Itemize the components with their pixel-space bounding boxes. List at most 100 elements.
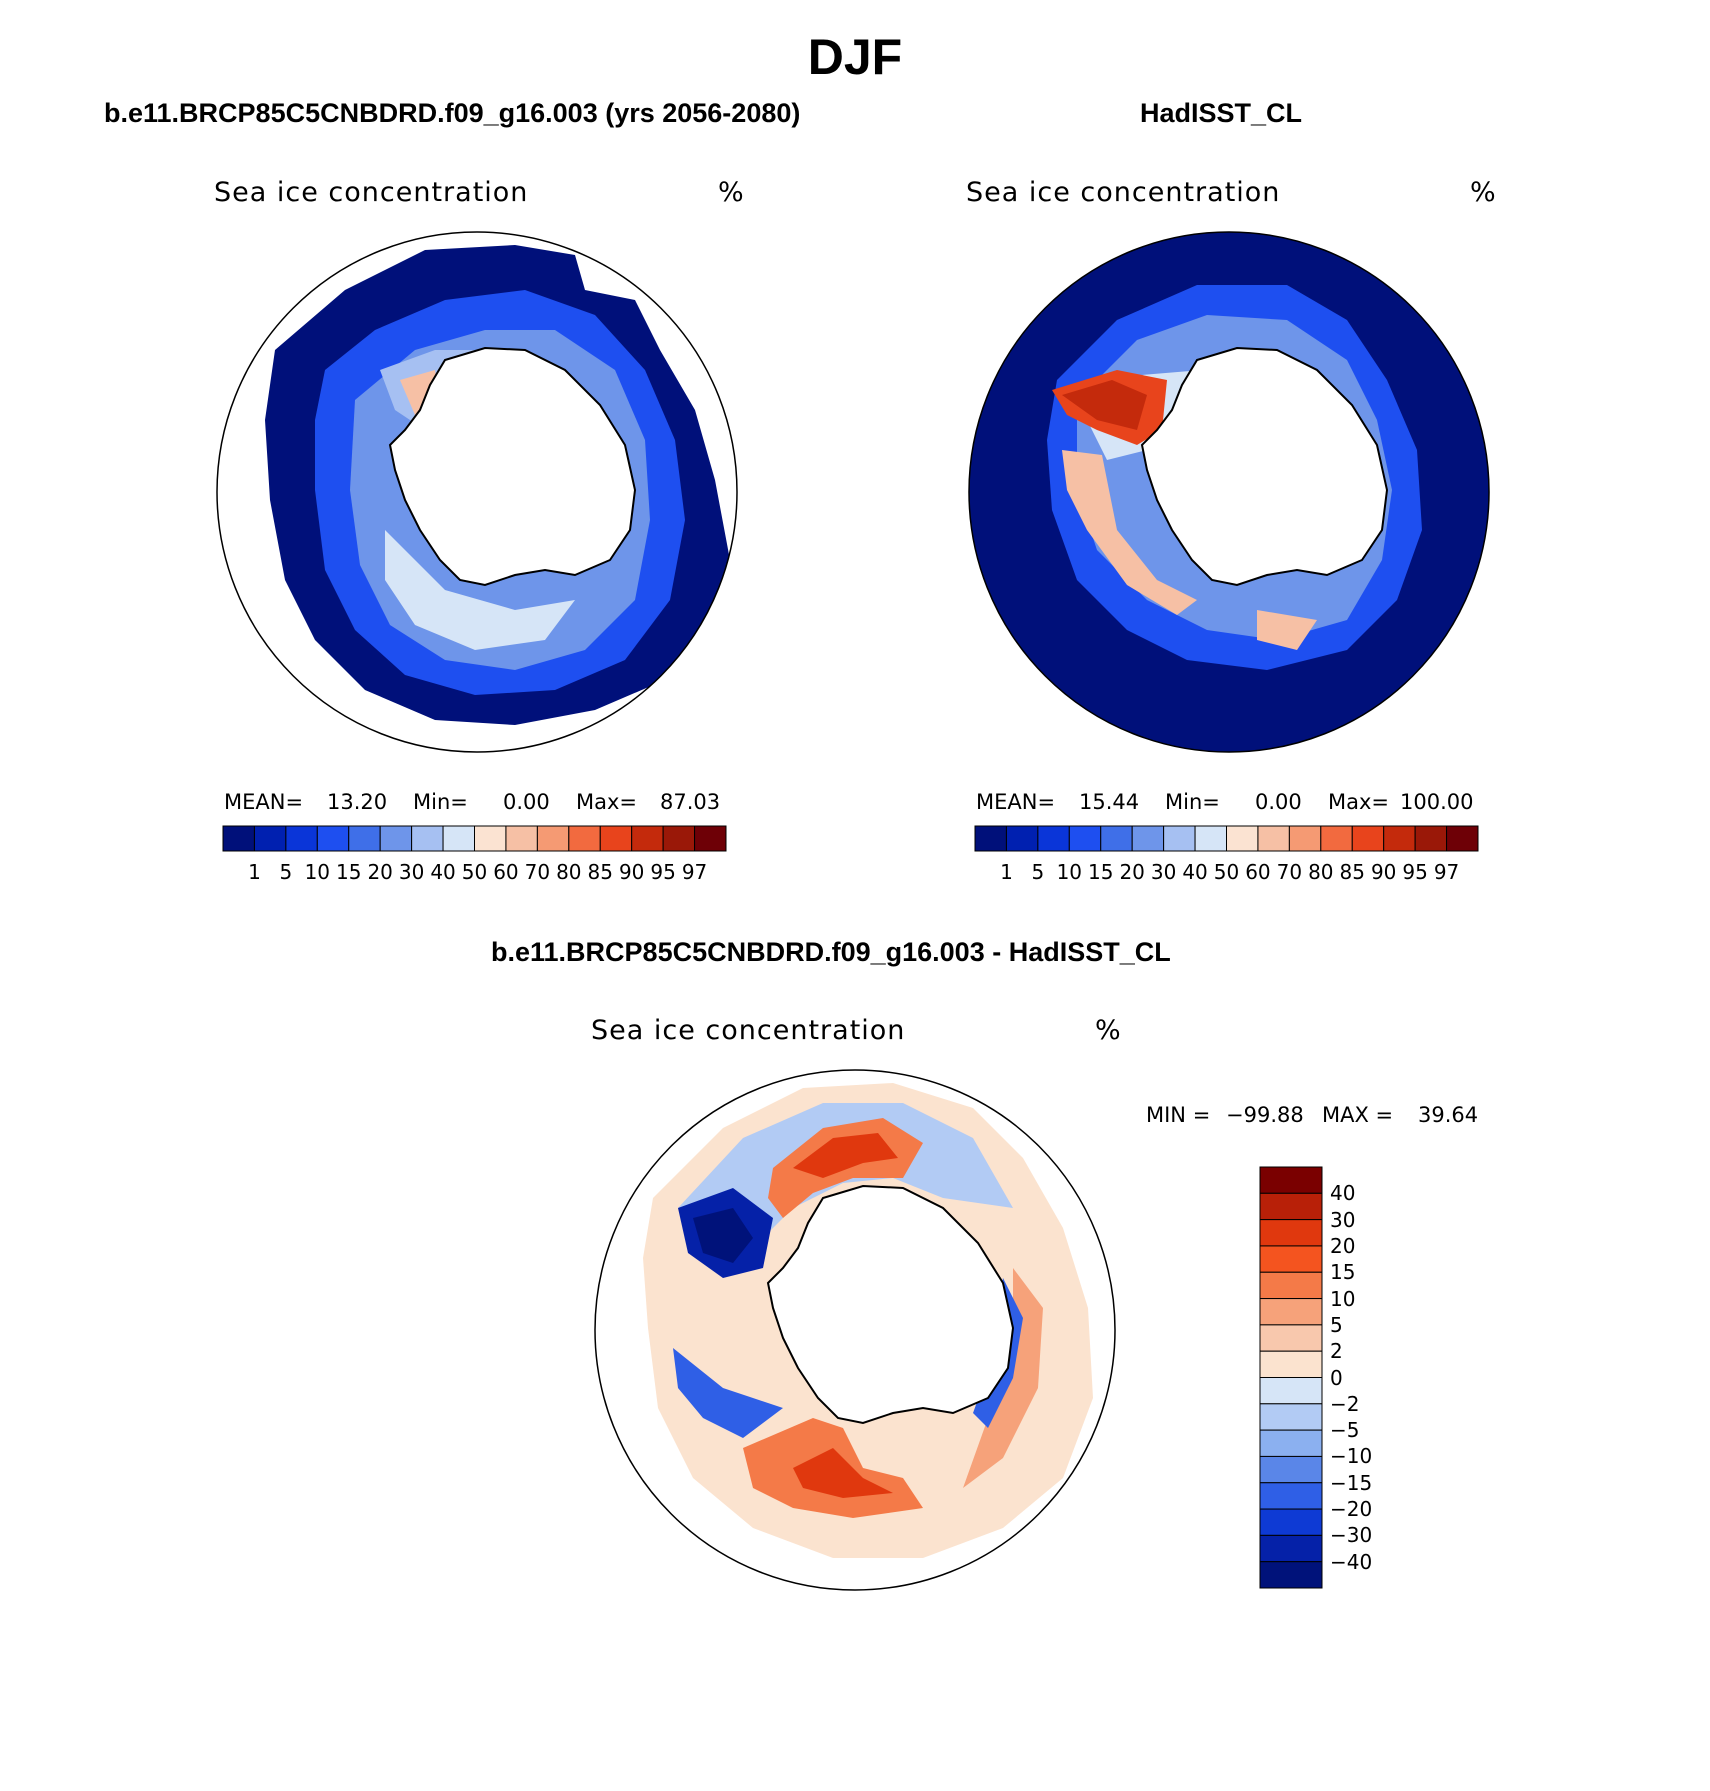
model-colorbar-swatch [285, 825, 318, 852]
diff-colorbar-tick-label: −10 [1330, 1444, 1373, 1469]
diff-colorbar-swatch [1259, 1377, 1323, 1405]
obs-colorbar-swatch [974, 825, 1007, 852]
model-colorbar-tick-label: 15 [336, 860, 362, 884]
obs-antarctica [1140, 346, 1389, 587]
obs-colorbar-swatch [1226, 825, 1259, 852]
diff-colorbar-tick-label: 10 [1330, 1286, 1356, 1311]
diff-colorbar-swatch [1259, 1298, 1323, 1326]
diff-colorbar-tick-label: 20 [1330, 1233, 1356, 1258]
model-colorbar-swatch [222, 825, 255, 852]
obs-colorbar-tick-label: 1 [1000, 860, 1013, 884]
model-units-label: % [718, 177, 745, 208]
obs-colorbar-tick-label: 40 [1182, 860, 1208, 884]
obs-colorbar-tick-label: 10 [1056, 860, 1083, 884]
model-colorbar-swatch [631, 825, 664, 852]
diff-colorbar-tick-label: −40 [1330, 1549, 1373, 1574]
diff-colorbar-tick-label: 2 [1330, 1339, 1343, 1364]
model-colorbar-swatch [474, 825, 507, 852]
model-colorbar-swatch [599, 825, 633, 852]
diff-colorbar-swatch [1259, 1561, 1323, 1589]
obs-colorbar-tick-label: 70 [1276, 860, 1303, 884]
diff-colorbar [1259, 1166, 1323, 1589]
model-colorbar-swatch [411, 825, 444, 852]
model-colorbar-ticks: 1 5 10 15 20 30 40 50 60 70 80 85 90 95 97 [223, 860, 726, 890]
diff-colorbar-swatch [1259, 1429, 1323, 1457]
obs-min-label: Min= [1165, 790, 1220, 814]
model-panel-heading: b.e11.BRCP85C5CNBDRD.f09_g16.003 (yrs 20… [104, 98, 801, 128]
model-colorbar-tick-label: 50 [461, 860, 488, 884]
diff-colorbar-tick-label: −30 [1330, 1523, 1373, 1548]
diff-colorbar-tick-label: −20 [1330, 1497, 1373, 1522]
model-colorbar-tick-label: 97 [681, 860, 708, 884]
model-colorbar-tick-label: 95 [650, 860, 676, 884]
obs-colorbar-swatch [1351, 825, 1385, 852]
diff-min-label: MIN = [1146, 1103, 1211, 1127]
model-colorbar [222, 825, 727, 852]
model-min-value: 0.00 [503, 790, 550, 814]
model-colorbar-swatch [694, 825, 727, 852]
obs-variable-label: Sea ice concentration [966, 177, 1281, 208]
diff-colorbar-swatch [1259, 1271, 1323, 1300]
diff-colorbar-tick-label: −5 [1330, 1418, 1360, 1443]
diff-colorbar-swatch [1259, 1482, 1323, 1510]
diff-colorbar-tick-label: 40 [1330, 1181, 1356, 1206]
obs-colorbar-swatch [1446, 825, 1479, 852]
model-min-label: Min= [413, 790, 468, 814]
model-colorbar-tick-label: 20 [367, 860, 393, 884]
model-colorbar-swatch [348, 825, 381, 852]
model-colorbar-swatch [442, 825, 475, 852]
diff-panel-heading: b.e11.BRCP85C5CNBDRD.f09_g16.003 - HadIS… [491, 937, 1171, 967]
obs-colorbar-tick-label: 30 [1150, 860, 1177, 884]
obs-colorbar-swatch [1383, 825, 1416, 852]
model-max-label: Max= [576, 790, 638, 814]
model-colorbar-swatch [505, 825, 538, 852]
model-colorbar-swatch [662, 825, 696, 852]
diff-max-label: MAX = [1322, 1103, 1394, 1127]
diff-colorbar-tick-label: 5 [1330, 1312, 1343, 1337]
diff-polar-map [594, 1069, 1116, 1591]
diff-colorbar-tick-label: 0 [1330, 1365, 1343, 1390]
obs-colorbar-swatch [1320, 825, 1353, 852]
diff-colorbar-swatch [1259, 1324, 1323, 1352]
diff-antarctica [766, 1184, 1015, 1425]
model-colorbar-tick-label: 10 [304, 860, 331, 884]
model-mean-label: MEAN= [224, 790, 304, 814]
diff-colorbar-swatch [1259, 1219, 1323, 1247]
model-antarctica [388, 346, 637, 587]
model-colorbar-swatch [379, 825, 413, 852]
model-colorbar-tick-label: 80 [556, 860, 582, 884]
obs-mean-value: 15.44 [1079, 790, 1140, 814]
diff-colorbar-tick-label: −2 [1330, 1391, 1360, 1416]
diff-units-label: % [1095, 1015, 1122, 1046]
obs-colorbar-swatch [1005, 825, 1039, 852]
model-colorbar-tick-label: 90 [618, 860, 645, 884]
obs-colorbar-tick-label: 50 [1213, 860, 1240, 884]
diff-max-value: 39.64 [1418, 1103, 1479, 1127]
obs-colorbar-swatch [1194, 825, 1227, 852]
model-colorbar-swatch [253, 825, 287, 852]
obs-colorbar-tick-label: 95 [1402, 860, 1428, 884]
obs-colorbar-tick-label: 5 [1031, 860, 1045, 884]
diff-colorbar-tick-label: 30 [1330, 1207, 1356, 1232]
diff-min-value: −99.88 [1226, 1103, 1304, 1127]
obs-colorbar-ticks: 1 5 10 15 20 30 40 50 60 70 80 85 90 95 97 [975, 860, 1478, 890]
obs-colorbar-swatch [1257, 825, 1290, 852]
model-colorbar-swatch [316, 825, 350, 852]
obs-colorbar-swatch [1414, 825, 1448, 852]
diff-colorbar-swatch [1259, 1403, 1323, 1431]
model-colorbar-tick-label: 1 [248, 860, 261, 884]
model-colorbar-tick-label: 5 [279, 860, 293, 884]
obs-polar-map [968, 231, 1490, 753]
obs-colorbar-swatch [1100, 825, 1133, 852]
obs-mean-label: MEAN= [976, 790, 1056, 814]
obs-max-value: 100.00 [1400, 790, 1474, 814]
diff-colorbar-ticks: 40 30 20 15 10 5 2 0 −2 −5 −10 −15 −20 −30 −40 [1330, 1167, 1410, 1588]
figure-title: DJF [807, 29, 903, 85]
obs-panel-heading: HadISST_CL [1140, 98, 1303, 128]
diff-colorbar-swatch [1259, 1350, 1323, 1378]
model-colorbar-tick-label: 60 [493, 860, 519, 884]
obs-colorbar-tick-label: 85 [1339, 860, 1365, 884]
model-variable-label: Sea ice concentration [214, 177, 529, 208]
diff-colorbar-swatch [1259, 1455, 1323, 1484]
diff-colorbar-swatch [1259, 1508, 1323, 1536]
